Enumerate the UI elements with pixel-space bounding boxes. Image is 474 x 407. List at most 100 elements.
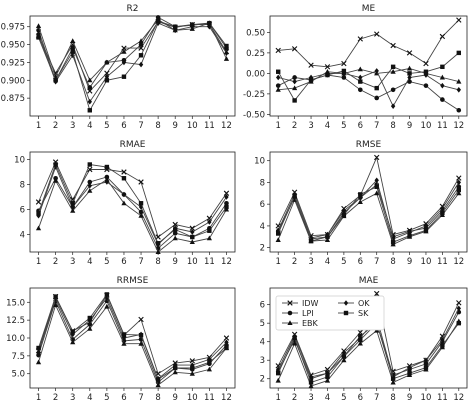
data-point [155,377,161,382]
data-point [138,61,144,68]
data-point [104,70,110,76]
y-tick-label: 6 [260,200,265,210]
data-point [341,75,347,80]
data-point [423,223,429,229]
data-point [70,196,76,203]
panel-title: RRMSE [117,276,149,286]
data-point [70,49,75,54]
data-point [357,36,363,42]
data-point [87,315,92,321]
x-tick-label: 9 [172,121,177,131]
data-point [292,98,297,103]
data-point [87,85,93,90]
x-tick-label: 10 [187,257,198,267]
x-tick-label: 12 [221,121,232,131]
data-point [358,79,363,84]
data-point [87,325,93,331]
data-point [456,50,461,56]
legend-entry-ok: OK [338,299,370,308]
data-point [190,365,195,371]
data-point [207,356,212,363]
legend-label: EBK [302,319,319,328]
data-point [104,303,110,309]
panel-title: RMSE [356,140,382,150]
series-ebk [35,302,230,388]
data-point [456,175,462,181]
x-tick-label: 11 [204,257,215,267]
series-line [38,160,227,238]
data-point [224,50,229,56]
legend-box [275,295,385,331]
data-point [87,88,93,94]
data-point [390,240,396,245]
data-point [456,17,462,23]
x-tick-label: 11 [437,121,448,131]
data-point [407,71,412,76]
x-tick-label: 2 [53,257,58,267]
series-sk [36,18,229,113]
data-point [341,207,347,214]
y-tick-label: 0.875 [1,94,25,104]
x-tick-label: 8 [390,393,395,403]
series-line [38,19,227,82]
data-point [456,320,461,326]
data-point [456,78,462,84]
data-point [173,362,178,368]
data-point [104,292,110,297]
data-point [292,340,298,346]
x-tick-label: 7 [374,393,379,403]
y-tick-label: 0.975 [1,23,25,33]
data-point [456,107,462,113]
data-point [390,87,396,93]
x-tick-label: 7 [138,121,143,131]
data-point [121,176,127,181]
data-point [53,177,59,183]
data-point [440,82,445,89]
data-point [36,349,41,356]
data-point [407,364,412,371]
x-tick-label: 2 [53,121,58,131]
data-point [207,23,212,30]
data-point [104,179,110,185]
series-ebk [35,176,230,254]
data-point [440,205,445,212]
x-tick-label: 1 [275,121,280,131]
axes-frame [269,287,468,389]
data-point [341,357,347,363]
data-point [35,225,42,231]
x-tick-label: 4 [87,257,92,267]
data-point [35,359,42,365]
x-tick-label: 1 [36,257,41,267]
data-point [456,305,461,312]
data-point [138,316,144,323]
data-point [341,60,347,67]
data-point [70,52,75,59]
series-line [278,19,460,68]
data-point [374,177,379,184]
data-point [374,190,380,196]
series-ok [276,177,461,242]
x-tick-label: 1 [36,393,41,403]
data-point [190,234,195,240]
data-point [121,59,127,66]
data-point [440,210,445,216]
data-point [325,72,330,78]
data-point [358,192,363,197]
x-tick-label: 2 [292,257,297,267]
data-point [374,154,380,161]
data-point [138,179,144,185]
data-point [374,184,379,189]
data-point [423,69,429,74]
data-point [53,162,58,167]
data-point [308,383,314,389]
x-tick-label: 1 [275,257,280,267]
series-line [277,192,460,246]
y-tick-label: 4 [20,231,25,241]
x-tick-label: 6 [358,121,363,131]
x-tick-label: 4 [87,121,92,131]
data-point [70,38,76,43]
data-point [172,221,178,228]
x-tick-label: 6 [358,393,363,403]
legend-marker [287,310,293,316]
